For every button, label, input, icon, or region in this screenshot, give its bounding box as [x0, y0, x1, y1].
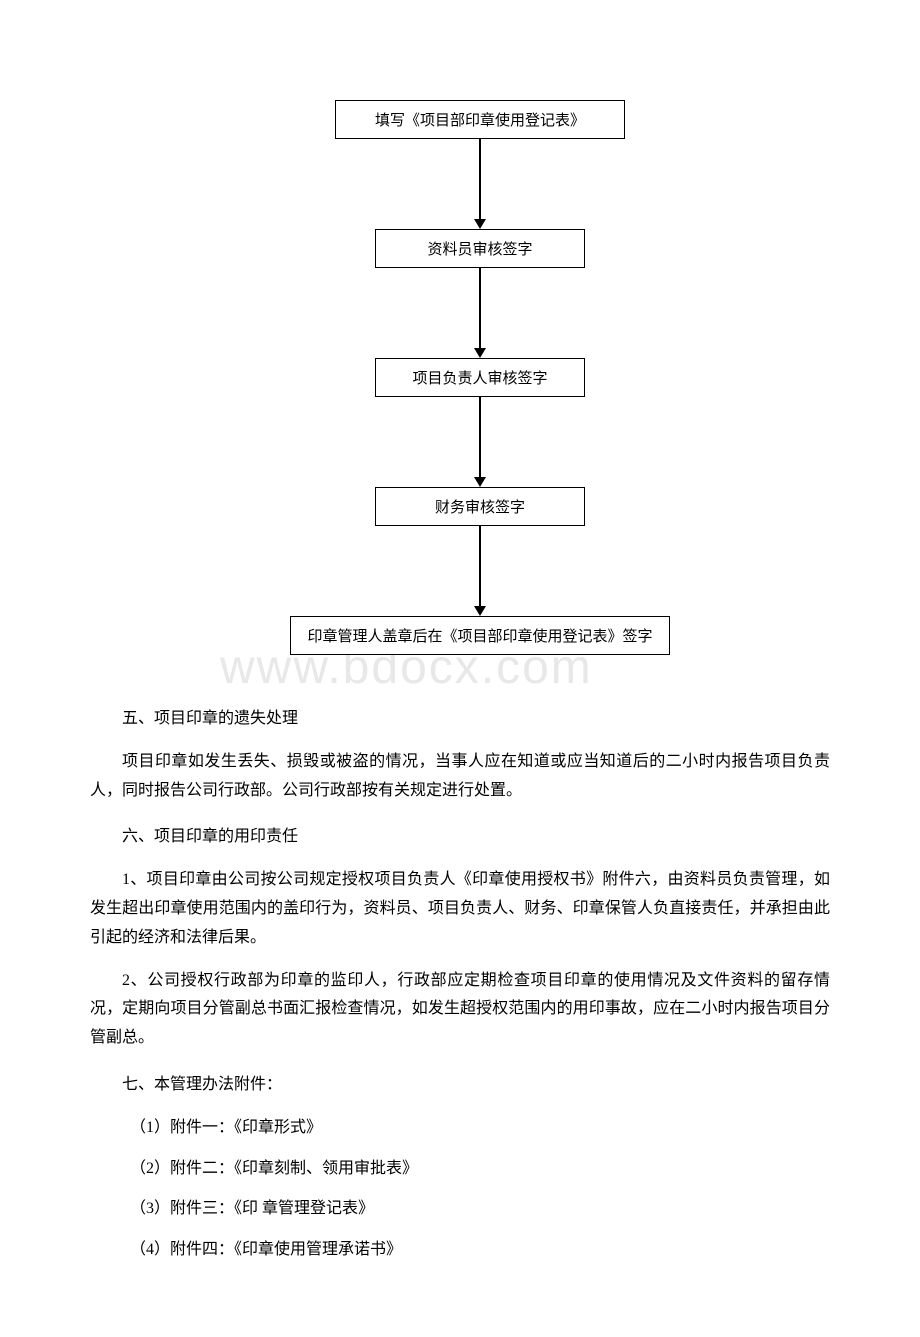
- arrow-line: [479, 397, 481, 477]
- arrow-line: [479, 139, 481, 219]
- arrow-line: [479, 268, 481, 348]
- attachment-item-2: （2）附件二：《印章刻制、领用审批表》: [90, 1155, 830, 1184]
- section-5-heading: 五、项目印章的遗失处理: [90, 705, 830, 734]
- arrow-head: [474, 606, 486, 616]
- flowchart-node-5: 印章管理人盖章后在《项目部印章使用登记表》签字: [290, 616, 669, 655]
- section-7-heading: 七、本管理办法附件：: [90, 1071, 830, 1100]
- flowchart-node-2: 资料员审核签字: [375, 229, 585, 268]
- flowchart-arrow-4: [474, 526, 486, 616]
- section-6-item-1: 1、项目印章由公司按公司规定授权项目负责人《印章使用授权书》附件六，由资料员负责…: [90, 866, 830, 952]
- section-6-heading: 六、项目印章的用印责任: [90, 823, 830, 852]
- page-container: 填写《项目部印章使用登记表》 资料员审核签字 项目负责人审核签字 财务审核签字 …: [0, 0, 920, 1337]
- arrow-line: [479, 526, 481, 606]
- flowchart-arrow-3: [474, 397, 486, 487]
- flowchart-arrow-2: [474, 268, 486, 358]
- section-5-paragraph: 项目印章如发生丢失、损毁或被盗的情况，当事人应在知道或应当知道后的二小时内报告项…: [90, 748, 830, 806]
- arrow-head: [474, 219, 486, 229]
- arrow-head: [474, 348, 486, 358]
- flowchart-arrow-1: [474, 139, 486, 229]
- flowchart-container: 填写《项目部印章使用登记表》 资料员审核签字 项目负责人审核签字 财务审核签字 …: [130, 100, 830, 655]
- attachment-item-3: （3）附件三：《印 章管理登记表》: [90, 1195, 830, 1224]
- flowchart-node-1: 填写《项目部印章使用登记表》: [335, 100, 625, 139]
- flowchart-node-3: 项目负责人审核签字: [375, 358, 585, 397]
- attachment-item-4: （4）附件四：《印章使用管理承诺书》: [90, 1236, 830, 1265]
- section-6-item-2: 2、公司授权行政部为印章的监印人，行政部应定期检查项目印章的使用情况及文件资料的…: [90, 967, 830, 1053]
- flowchart-node-4: 财务审核签字: [375, 487, 585, 526]
- arrow-head: [474, 477, 486, 487]
- document-content: 五、项目印章的遗失处理 项目印章如发生丢失、损毁或被盗的情况，当事人应在知道或应…: [90, 705, 830, 1265]
- attachment-item-1: （1）附件一：《印章形式》: [90, 1114, 830, 1143]
